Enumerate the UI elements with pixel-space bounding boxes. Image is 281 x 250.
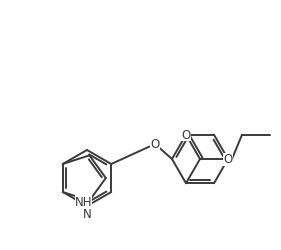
Text: NH: NH — [75, 195, 92, 208]
Text: N: N — [83, 208, 91, 220]
Text: O: O — [223, 153, 233, 166]
Text: O: O — [181, 129, 191, 142]
Text: O: O — [150, 138, 160, 151]
